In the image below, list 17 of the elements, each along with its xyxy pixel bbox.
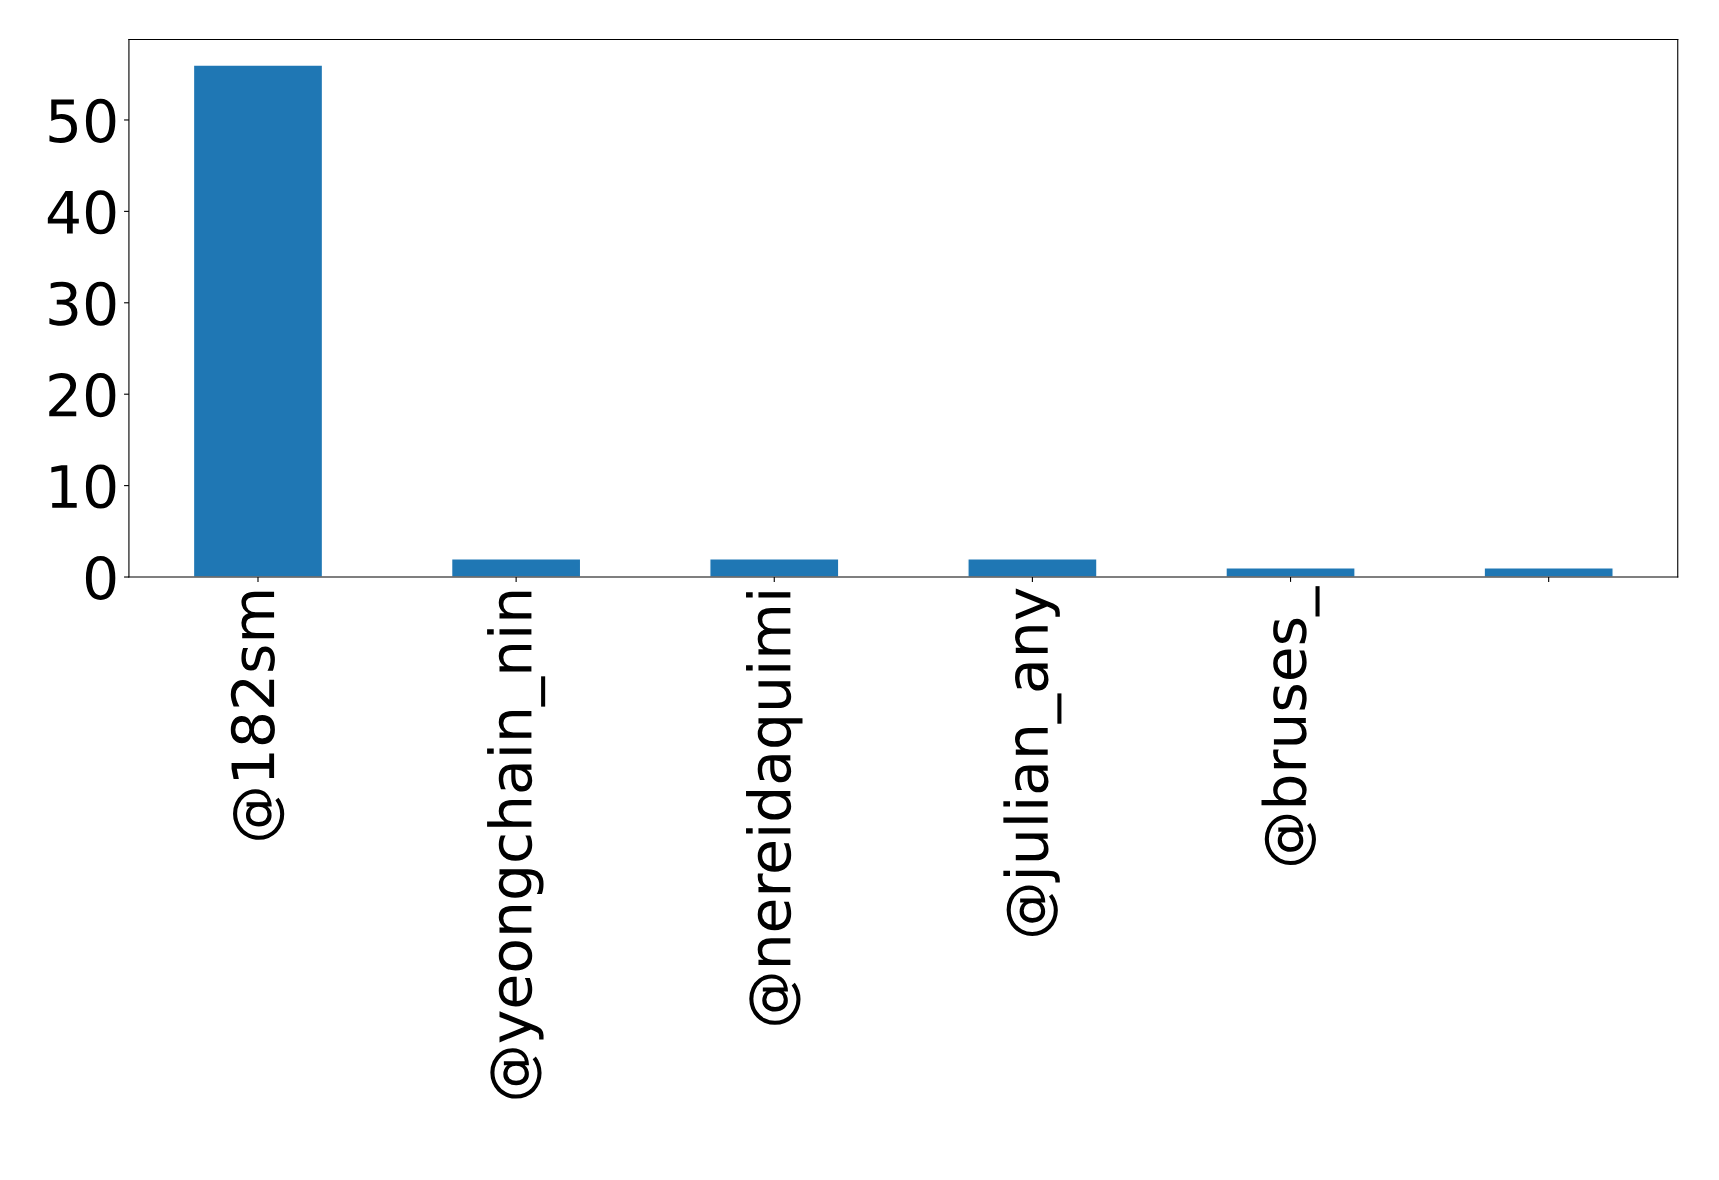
bar <box>450 558 582 578</box>
y-tick-label: 10 <box>51 464 116 509</box>
x-tick-label: @julian_any <box>1003 588 1062 936</box>
x-tick-label: @bruses_ <box>1261 586 1320 866</box>
bar <box>967 558 1098 578</box>
y-tick-label: 0 <box>85 555 116 601</box>
bar <box>192 64 324 578</box>
bar <box>1225 567 1356 578</box>
bar <box>1483 567 1614 578</box>
x-tick-label: @yeongchain_nin <box>487 591 546 1099</box>
y-tick-label: 40 <box>47 190 116 235</box>
x-tick-label: @182sm <box>230 591 285 840</box>
bar <box>709 558 840 578</box>
y-tick-label: 20 <box>49 373 116 418</box>
x-tick-label: @nereidaquimi <box>746 592 803 1025</box>
y-tick-label: 30 <box>49 281 116 326</box>
y-tick-label: 50 <box>49 98 116 143</box>
